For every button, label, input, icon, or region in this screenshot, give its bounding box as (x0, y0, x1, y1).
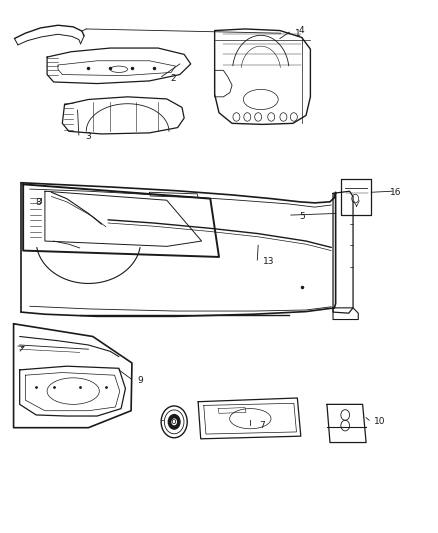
Text: 16: 16 (389, 188, 401, 197)
Text: 5: 5 (299, 212, 304, 221)
Text: 3: 3 (85, 132, 91, 141)
Text: 6: 6 (170, 417, 176, 426)
Text: 10: 10 (374, 417, 386, 426)
Text: 8: 8 (35, 198, 41, 207)
Circle shape (168, 414, 181, 430)
Text: 9: 9 (138, 376, 144, 385)
Text: 4: 4 (299, 26, 304, 35)
Text: 1: 1 (294, 29, 300, 38)
Text: 7: 7 (260, 421, 265, 430)
Text: 13: 13 (263, 257, 275, 265)
Text: 2: 2 (170, 74, 176, 83)
Circle shape (171, 418, 177, 425)
